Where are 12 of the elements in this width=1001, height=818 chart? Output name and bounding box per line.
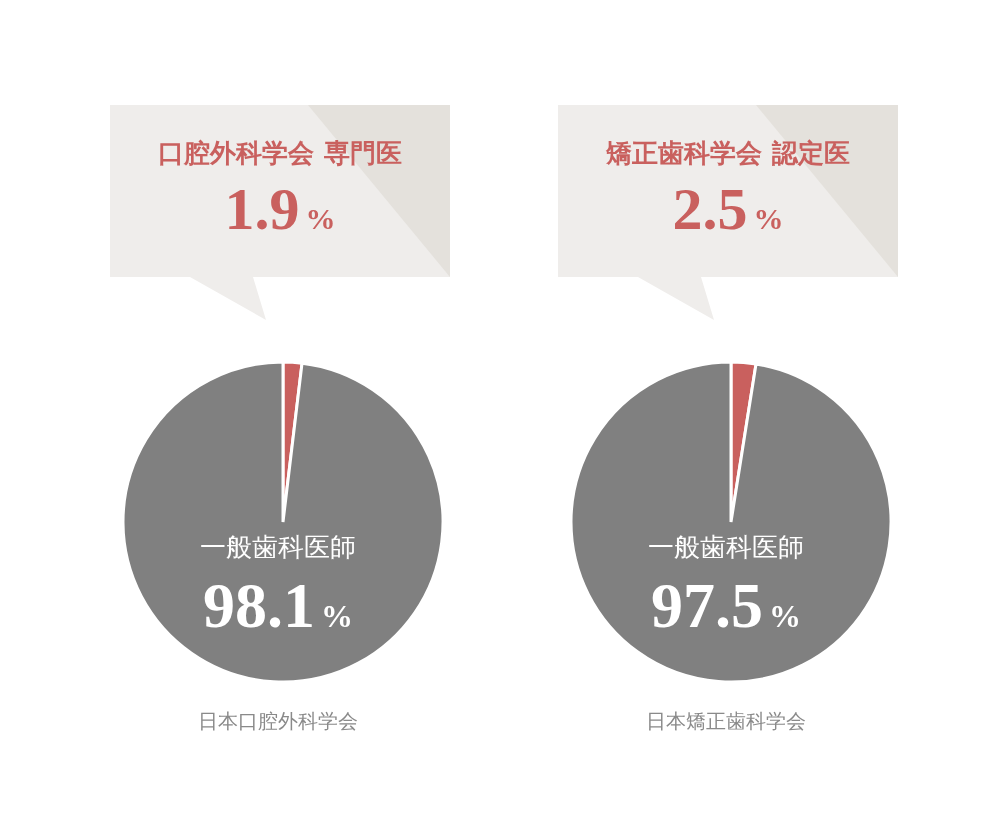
text: 日本矯正歯科学会 [645,708,807,735]
data-label: 97.5% [651,570,801,641]
slice-label: 矯正歯科学会 認定医 [605,137,851,170]
pie-slice [121,360,445,684]
pie-slice [569,360,893,684]
data-label: 2.5% [672,176,784,242]
slice-label: 一般歯科医師 [647,531,805,564]
data-label: 98.1% [203,570,353,641]
slice-label: 一般歯科医師 [199,531,357,564]
text: 日本口腔外科学会 [197,708,359,735]
slice-label: 口腔外科学会 専門医 [157,137,403,170]
data-label: 1.9% [224,176,336,242]
